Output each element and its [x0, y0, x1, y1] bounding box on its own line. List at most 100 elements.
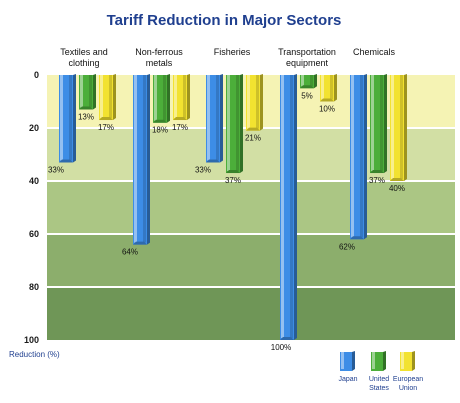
bar-bevel — [226, 170, 240, 174]
data-label-2-0: 17% — [98, 123, 114, 132]
data-labels: 33% 64% 33% 100% 62% 13% 18% 37% 5% 37% 17% 17% 21% 1… — [48, 91, 405, 352]
bar-side — [404, 74, 407, 181]
bar-side — [167, 74, 170, 123]
bar-side — [147, 74, 150, 245]
data-label-0-3: 100% — [271, 343, 291, 352]
bar-shade — [400, 75, 403, 179]
gridline-3 — [47, 233, 455, 235]
data-label-0-1: 64% — [122, 248, 138, 257]
bar-side — [334, 74, 337, 102]
bar-highlight — [207, 75, 210, 161]
data-label-1-1: 18% — [152, 126, 168, 135]
bar-side — [294, 74, 297, 340]
bar-shade — [360, 75, 363, 238]
legend-swatch-2 — [400, 351, 415, 371]
bar-highlight — [134, 75, 137, 243]
bar-japan-4 — [350, 74, 367, 240]
legend-swatch-1 — [371, 351, 386, 371]
bar-bevel — [320, 98, 334, 102]
category-label-4-0: Chemicals — [353, 47, 396, 57]
bar-side — [384, 74, 387, 174]
y-tick-0: 0 — [34, 70, 39, 80]
gridline-2 — [47, 180, 455, 182]
category-label-3-0: Transportation — [278, 47, 336, 57]
bar-bevel — [350, 236, 364, 240]
y-axis-label: Reduction (%) — [9, 350, 60, 359]
bar-highlight — [174, 75, 177, 119]
bar-bevel — [390, 178, 404, 181]
data-label-1-0: 13% — [78, 112, 94, 121]
y-tick-100: 100 — [24, 335, 39, 345]
bar-bevel — [79, 106, 93, 110]
data-label-2-3: 10% — [319, 105, 335, 114]
bar-european-union-0 — [99, 74, 116, 121]
bar-bevel — [300, 85, 314, 89]
bar-highlight — [281, 75, 284, 338]
bar-shade — [290, 75, 293, 338]
band-2 — [47, 181, 455, 234]
bar-highlight — [100, 75, 103, 119]
bar-bevel — [280, 337, 294, 340]
bar-united-states-1 — [153, 74, 170, 123]
bar-japan-0 — [59, 74, 76, 163]
bar-shade — [236, 75, 239, 172]
band-4 — [47, 287, 455, 340]
data-label-1-3: 5% — [301, 91, 313, 100]
bar-side — [364, 74, 367, 240]
bar-side — [220, 74, 223, 163]
category-label-2-0: Fisheries — [214, 47, 251, 57]
bar-side — [93, 74, 96, 110]
bar-highlight — [371, 75, 374, 172]
legend-label-2-1: Union — [399, 385, 417, 392]
band-3 — [47, 234, 455, 287]
category-label-3-1: equipment — [286, 58, 329, 68]
data-label-2-4: 40% — [389, 184, 405, 193]
data-label-2-2: 21% — [245, 134, 261, 143]
data-label-0-0: 33% — [48, 165, 64, 174]
bar-shade — [163, 75, 166, 121]
bar-bevel — [99, 117, 113, 121]
bar-shade — [69, 75, 72, 161]
bar-shade — [183, 75, 186, 119]
bar-side — [260, 74, 263, 131]
bar-shade — [109, 75, 112, 119]
data-label-1-2: 37% — [225, 176, 241, 185]
bar-united-states-2 — [226, 74, 243, 174]
bar-highlight — [154, 75, 157, 121]
bar-shade — [310, 75, 313, 87]
legend-label-1-1: States — [369, 385, 389, 392]
data-label-2-1: 17% — [172, 123, 188, 132]
y-tick-20: 20 — [29, 123, 39, 133]
bar-japan-3 — [280, 74, 297, 340]
bar-highlight — [60, 75, 63, 161]
bar-shade — [380, 75, 383, 172]
bar-bevel — [153, 119, 167, 123]
bar-united-states-4 — [370, 74, 387, 174]
bar-shade — [143, 75, 146, 243]
data-label-1-4: 37% — [369, 176, 385, 185]
y-tick-80: 80 — [29, 282, 39, 292]
gridline-4 — [47, 286, 455, 288]
bar-bevel — [133, 241, 147, 245]
bars — [59, 74, 407, 340]
bar-highlight — [351, 75, 354, 238]
bar-european-union-3 — [320, 74, 337, 102]
data-label-0-2: 33% — [195, 165, 211, 174]
bar-side — [73, 74, 76, 163]
bar-european-union-2 — [246, 74, 263, 131]
legend-label-2-0: European — [393, 376, 423, 383]
bar-highlight — [321, 75, 324, 100]
legend-label-1-0: United — [369, 376, 389, 383]
bar-side — [187, 74, 190, 121]
bar-shade — [330, 75, 333, 100]
bar-side — [314, 74, 317, 89]
legend-swatch-0 — [340, 351, 355, 371]
bar-united-states-3 — [300, 74, 317, 89]
bar-european-union-1 — [173, 74, 190, 121]
chart-title: Tariff Reduction in Major Sectors — [107, 12, 342, 29]
y-axis-ticks: 0 20 40 60 80 100 — [24, 70, 39, 345]
bar-european-union-4 — [390, 74, 407, 181]
bar-highlight — [80, 75, 83, 108]
